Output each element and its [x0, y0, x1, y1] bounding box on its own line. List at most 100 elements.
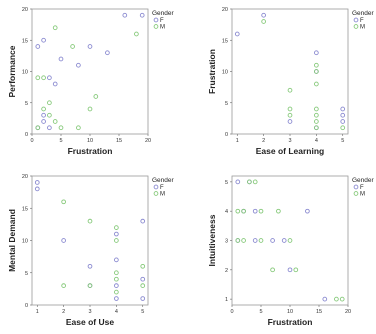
data-point-m	[241, 208, 246, 214]
data-point-f	[340, 106, 346, 112]
data-point-m	[241, 238, 246, 243]
data-point-m	[114, 238, 119, 243]
y-tick-label: 10	[22, 239, 28, 245]
x-tick-label: 10	[287, 309, 293, 315]
data-point-f	[34, 180, 40, 185]
data-point-m	[314, 112, 319, 118]
data-point-m	[340, 125, 346, 131]
data-point-m	[314, 81, 319, 87]
data-point-m	[287, 87, 293, 93]
x-tick-label: 3	[88, 309, 91, 315]
legend-marker-m	[353, 191, 359, 196]
y-tick-label: 3	[225, 239, 228, 245]
data-point-m	[261, 19, 266, 24]
y-tick-label: 0	[25, 132, 28, 138]
data-point-m	[287, 112, 293, 118]
data-point-f	[105, 50, 110, 56]
legend-label-m: M	[360, 192, 365, 198]
x-tick-label: 2	[262, 138, 265, 144]
x-tick-label: 4	[115, 309, 118, 315]
data-point-f	[41, 112, 46, 118]
legend-title: Gender	[352, 10, 375, 17]
data-point-f	[114, 257, 119, 263]
data-point-f	[41, 119, 46, 124]
data-point-m	[134, 31, 139, 37]
data-point-m	[41, 106, 46, 112]
data-point-f	[340, 112, 346, 118]
chart-panel-4: 0 5 10 15 20 1 2 3 4 5 Frustration Intuitiveness Gen…	[207, 175, 375, 327]
data-point-m	[52, 119, 58, 124]
x-tick-label: 20	[145, 138, 151, 144]
data-point-f	[87, 263, 93, 269]
legend-title: Gender	[152, 177, 175, 184]
data-point-f	[322, 296, 328, 302]
y-axis-label: Performance	[7, 45, 17, 97]
y-tick-label: 1	[225, 297, 228, 303]
data-point-m	[41, 75, 46, 81]
data-point-f	[281, 238, 287, 243]
data-point-m	[334, 296, 339, 302]
x-tick-label: 2	[62, 309, 65, 315]
legend-label-f: F	[160, 18, 164, 24]
data-point-m	[76, 125, 81, 131]
y-tick-label: 20	[22, 7, 28, 13]
data-point-m	[47, 112, 52, 118]
x-tick-label: 1	[236, 138, 239, 144]
data-point-m	[140, 263, 146, 269]
data-point-f	[140, 276, 146, 282]
data-point-m	[47, 100, 52, 106]
chart-panel-2: 1 2 3 4 5 0 5 10 15 20 Ease of Learning Frustration…	[207, 7, 375, 156]
x-tick-label: 10	[87, 138, 93, 144]
data-point-m	[58, 125, 64, 131]
x-tick-label: 5	[141, 309, 144, 315]
data-point-m	[114, 270, 119, 276]
y-tick-label: 10	[222, 70, 228, 76]
data-point-m	[270, 267, 275, 273]
y-tick-label: 15	[22, 206, 28, 212]
data-point-m	[140, 283, 146, 288]
data-point-m	[287, 238, 293, 243]
data-point-f	[61, 238, 66, 243]
data-point-f	[114, 231, 119, 237]
data-point-m	[314, 62, 319, 68]
data-point-m	[114, 289, 119, 295]
x-tick-label: 5	[341, 138, 344, 144]
y-axis-label: Intuitiveness	[207, 214, 217, 266]
data-point-m	[87, 283, 93, 288]
data-point-f	[114, 296, 119, 301]
data-point-m	[70, 44, 75, 49]
chart-panel-3: 1 2 3 4 5 0 5 10 15 20 Ease of Use Mental Demand Gen…	[7, 174, 175, 327]
data-point-f	[252, 238, 258, 243]
plot-frame	[31, 175, 149, 306]
y-tick-label: 5	[225, 180, 228, 186]
y-tick-label: 0	[225, 132, 228, 138]
data-point-m	[87, 106, 93, 112]
data-point-f	[52, 81, 58, 87]
data-point-f	[139, 12, 145, 18]
legend-marker-m	[153, 24, 159, 29]
plot-frame	[231, 175, 349, 306]
data-point-f	[287, 267, 293, 273]
y-tick-label: 20	[22, 174, 28, 180]
data-point-m	[314, 125, 319, 131]
data-point-m	[52, 25, 58, 31]
x-axis-label: Frustration	[268, 317, 313, 327]
y-tick-label: 5	[225, 101, 228, 107]
data-point-f	[252, 208, 258, 214]
plot-frame	[231, 8, 349, 135]
data-point-f	[234, 31, 240, 37]
legend-label-f: F	[160, 185, 164, 191]
x-tick-label: 5	[59, 138, 62, 144]
data-point-f	[235, 179, 241, 185]
y-axis-label: Frustration	[207, 49, 217, 94]
data-point-f	[114, 283, 119, 288]
legend-marker-m	[353, 24, 359, 29]
data-point-m	[287, 106, 293, 112]
x-tick-label: 15	[316, 309, 322, 315]
data-point-f	[76, 62, 81, 68]
x-tick-label: 3	[288, 138, 291, 144]
y-tick-label: 15	[222, 38, 228, 44]
data-point-f	[87, 44, 93, 49]
y-axis-label: Mental Demand	[7, 209, 17, 272]
